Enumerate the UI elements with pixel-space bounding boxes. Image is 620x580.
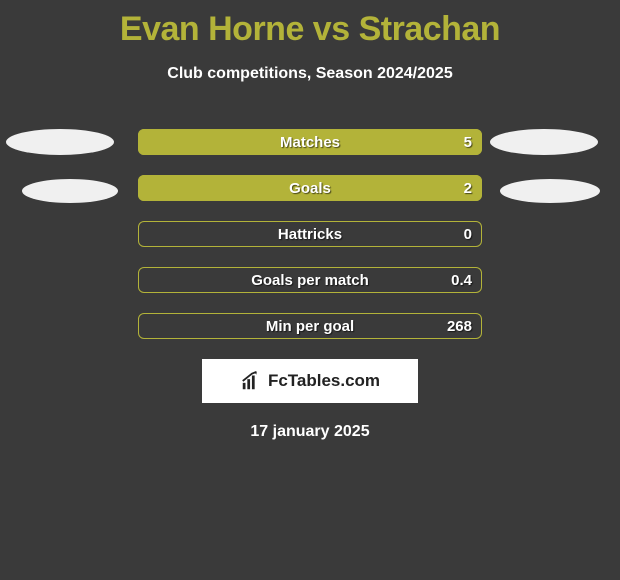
stat-row-min-per-goal: Min per goal 268 [138, 313, 482, 339]
stat-row-matches: Matches 5 [138, 129, 482, 155]
bar-label: Hattricks [138, 221, 482, 247]
stat-row-hattricks: Hattricks 0 [138, 221, 482, 247]
bar-label: Goals per match [138, 267, 482, 293]
stat-row-goals: Goals 2 [138, 175, 482, 201]
left-ellipse-2 [22, 179, 118, 203]
bar-value: 5 [464, 129, 472, 155]
stat-row-goals-per-match: Goals per match 0.4 [138, 267, 482, 293]
left-ellipse-1 [6, 129, 114, 155]
bar-value: 2 [464, 175, 472, 201]
bar-label: Goals [138, 175, 482, 201]
date-text: 17 january 2025 [0, 423, 620, 441]
page-subtitle: Club competitions, Season 2024/2025 [0, 65, 620, 83]
right-ellipse-2 [500, 179, 600, 203]
bar-value: 268 [447, 313, 472, 339]
chart-icon [240, 370, 262, 392]
logo: FcTables.com [240, 370, 380, 392]
comparison-chart: Matches 5 Goals 2 Hattricks 0 Goals per … [0, 129, 620, 441]
bar-value: 0.4 [451, 267, 472, 293]
logo-text: FcTables.com [268, 371, 380, 391]
right-ellipse-1 [490, 129, 598, 155]
page-title: Evan Horne vs Strachan [0, 0, 620, 49]
bar-value: 0 [464, 221, 472, 247]
logo-box: FcTables.com [202, 359, 418, 403]
bar-label: Matches [138, 129, 482, 155]
bar-label: Min per goal [138, 313, 482, 339]
